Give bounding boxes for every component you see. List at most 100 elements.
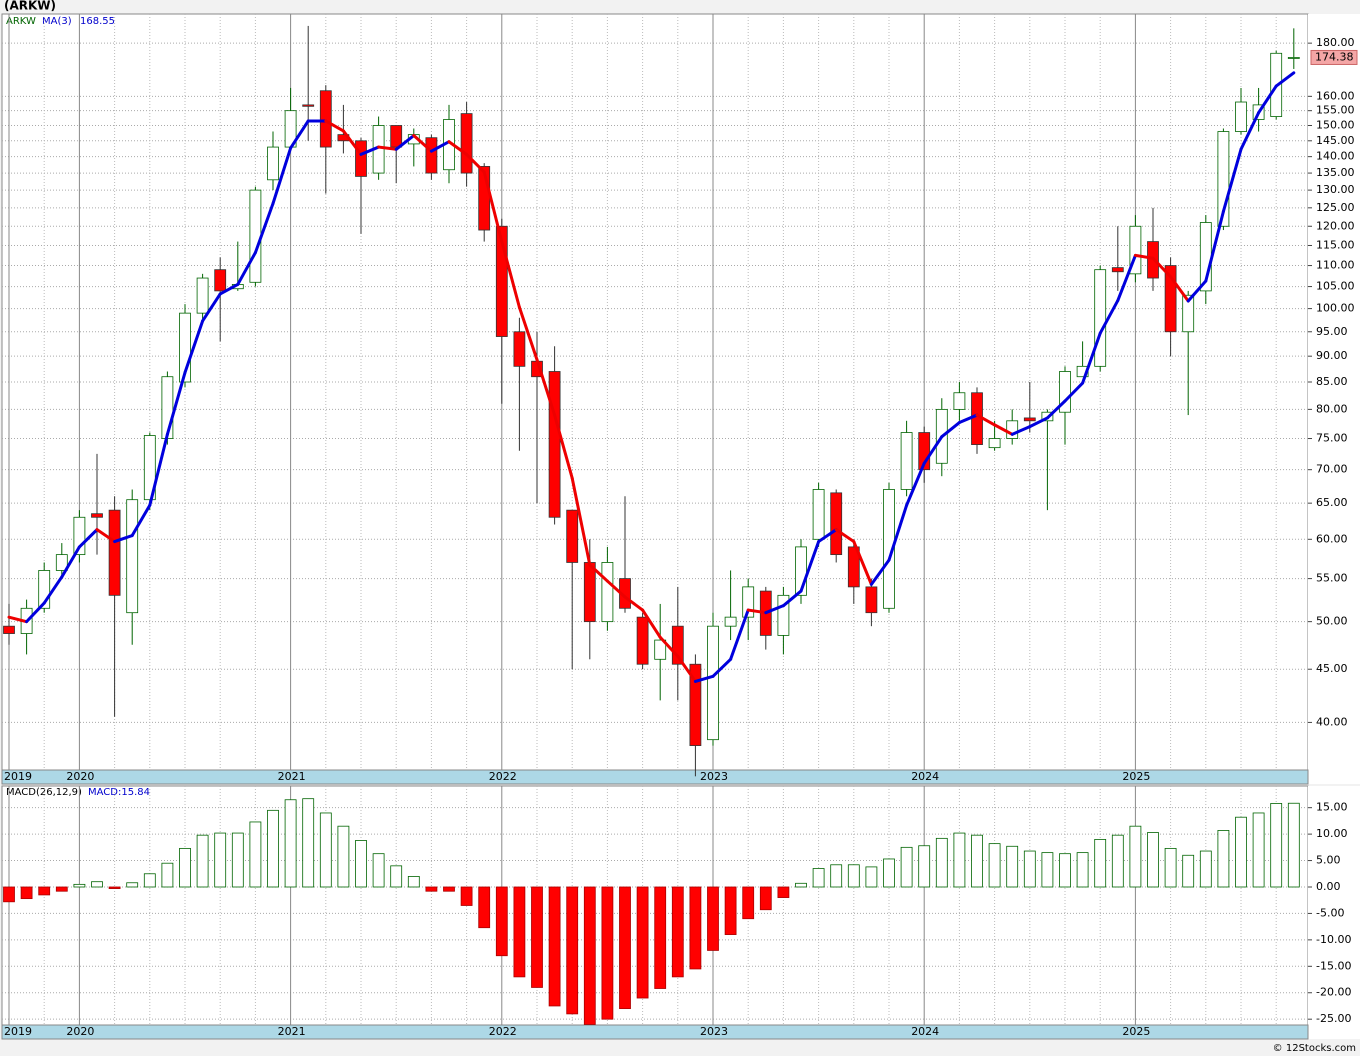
x-tick-label: 2020 [66, 1025, 94, 1038]
ma-segment [183, 319, 205, 375]
ma-segment [623, 595, 645, 612]
ma-segment [764, 604, 785, 615]
candle-body [777, 594, 790, 636]
legend-macd-value: MACD:15.84 [88, 787, 150, 798]
macd-bar [302, 798, 315, 888]
ma-segment [236, 251, 257, 286]
ma-segment [993, 423, 1014, 436]
macd-bar [196, 834, 209, 888]
last-price-box [1310, 49, 1358, 65]
ma-segment [1257, 84, 1278, 115]
macd-bar [1147, 832, 1159, 888]
ma-segment [429, 140, 451, 153]
ma-segment [165, 371, 187, 436]
macd-bar [513, 886, 526, 978]
y-tick-label: 125.00 [1316, 201, 1355, 214]
y-tick-label: -10.00 [1316, 933, 1351, 946]
y-tick-label: 70.00 [1316, 463, 1348, 476]
ma-segment [746, 608, 768, 615]
macd-bar [55, 886, 68, 892]
macd-bar [1059, 853, 1071, 888]
macd-bar [1111, 834, 1124, 888]
macd-bar [742, 886, 755, 920]
candle-body [1111, 267, 1124, 273]
ma-segment [1010, 425, 1032, 436]
candle-body [390, 125, 403, 148]
ma-segment [60, 545, 81, 579]
ma-segment [817, 528, 838, 544]
footer: © 12Stocks.com [1273, 1043, 1356, 1054]
x-tick-label: 2023 [700, 770, 728, 783]
ma-segment [1098, 299, 1120, 335]
ma-segment [553, 413, 574, 480]
candle-body [319, 90, 332, 148]
candle-body [302, 104, 315, 107]
candle-body [73, 516, 86, 556]
candle-body [953, 392, 966, 410]
y-tick-label: -5.00 [1316, 906, 1344, 919]
ma-segment [975, 413, 997, 427]
candle-body [883, 489, 895, 609]
candle-body [812, 489, 825, 540]
macd-bar [91, 881, 103, 888]
ma-segment [852, 540, 873, 586]
ma-segment [676, 654, 697, 683]
legend-ma-value: 168.55 [80, 16, 115, 27]
macd-bar [1270, 803, 1283, 888]
candle-body [1006, 420, 1019, 439]
ma-segment [377, 145, 398, 151]
macd-bar [900, 846, 913, 888]
ma-segment [218, 282, 240, 296]
macd-bar [1006, 845, 1019, 888]
y-tick-label: 75.00 [1316, 432, 1348, 445]
ma-segment [42, 575, 64, 605]
macd-bar [1252, 812, 1265, 888]
x-tick-label: 2024 [911, 770, 939, 783]
candle-body [1023, 417, 1036, 422]
y-tick-label: 85.00 [1316, 375, 1348, 388]
macd-bar [689, 886, 702, 970]
y-tick-label: 60.00 [1316, 532, 1348, 545]
ma-segment [1133, 253, 1155, 260]
candle-body [1094, 269, 1107, 367]
macd-bar [601, 886, 614, 1020]
y-tick-label: -20.00 [1316, 986, 1351, 999]
ma-segment [447, 140, 469, 156]
y-tick-label: 50.00 [1316, 615, 1348, 628]
candle-body [654, 639, 667, 660]
ma-segment [341, 129, 363, 156]
ma-segment [253, 202, 275, 255]
candle-body [1059, 371, 1071, 413]
ma-segment [77, 528, 99, 549]
y-tick-label: 160.00 [1316, 89, 1355, 102]
candle-body [724, 616, 737, 627]
ma-segment [1221, 147, 1243, 213]
candle-body [108, 509, 121, 596]
ma-segment [482, 170, 504, 244]
macd-bar [355, 840, 367, 888]
y-tick-label: -25.00 [1316, 1012, 1351, 1025]
y-tick-label: 55.00 [1316, 572, 1348, 585]
candle-body [1217, 131, 1230, 227]
macd-bar [425, 886, 438, 892]
macd-bar [935, 837, 948, 888]
ma-segment [500, 240, 521, 309]
y-tick-label: 100.00 [1316, 302, 1355, 315]
ma-segment [940, 421, 961, 439]
ma-segment [905, 461, 926, 507]
y-tick-label: 90.00 [1316, 349, 1348, 362]
candle-body [548, 371, 561, 518]
ma-segment [1274, 71, 1296, 88]
y-tick-label: 135.00 [1316, 166, 1355, 179]
ma-segment [1063, 381, 1085, 403]
macd-bar [548, 886, 561, 1007]
macd-bar [73, 883, 86, 888]
y-tick-label: 110.00 [1316, 259, 1355, 272]
macd-bar [1164, 847, 1177, 888]
y-tick-label: 10.00 [1316, 827, 1348, 840]
legend-macd-number: 15.84 [121, 787, 150, 798]
candle-body [830, 492, 843, 556]
date-bar [1, 769, 1309, 785]
ma-segment [1169, 275, 1190, 303]
